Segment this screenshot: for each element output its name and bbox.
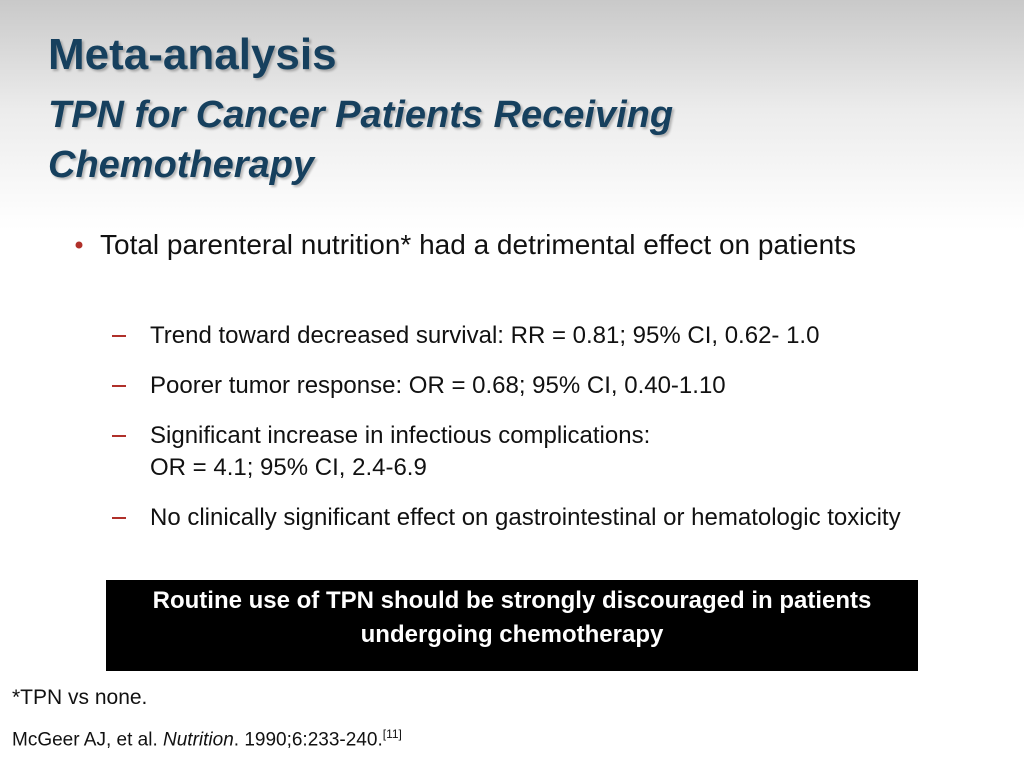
ref-details: . 1990;6:233-240.	[233, 729, 383, 751]
sub-bullet: Poorer tumor response: OR = 0.68; 95% CI…	[112, 370, 970, 402]
dash-marker	[112, 435, 126, 437]
ref-citation: [11]	[382, 727, 402, 741]
dash-marker	[112, 517, 126, 519]
ref-journal: Nutrition	[163, 729, 234, 751]
footnote: *TPN vs none.	[12, 686, 148, 709]
callout: Routine use of TPN should be strongly di…	[106, 580, 918, 671]
sub-bullet-text: No clinically significant effect on gast…	[150, 504, 901, 531]
dash-marker	[112, 385, 126, 387]
sub-bullet-text: Poorer tumor response: OR = 0.68; 95% CI…	[150, 372, 726, 399]
sub-bullets: Trend toward decreased survival: RR = 0.…	[112, 320, 970, 552]
dash-marker	[112, 335, 126, 337]
sub-bullet-text: Trend toward decreased survival: RR = 0.…	[150, 322, 820, 349]
ref-authors: McGeer AJ, et al.	[12, 729, 158, 751]
subtitle: TPN for Cancer Patients Receiving Chemot…	[48, 94, 674, 186]
sub-bullet: No clinically significant effect on gast…	[112, 502, 970, 534]
reference: McGeer AJ, et al. Nutrition. 1990;6:233-…	[12, 727, 402, 751]
title: Meta-analysis	[48, 30, 337, 79]
sub-bullet: Significant increase in infectious compl…	[112, 420, 970, 484]
bullet-marker	[75, 241, 83, 249]
sub-bullet-text: Significant increase in infectious compl…	[150, 422, 651, 449]
sub-bullet-text: OR = 4.1; 95% CI, 2.4-6.9	[150, 454, 427, 481]
sub-bullet: Trend toward decreased survival: RR = 0.…	[112, 320, 970, 352]
bullet-dot	[75, 241, 83, 249]
bullet: Total parenteral nutrition* had a detrim…	[100, 229, 856, 260]
